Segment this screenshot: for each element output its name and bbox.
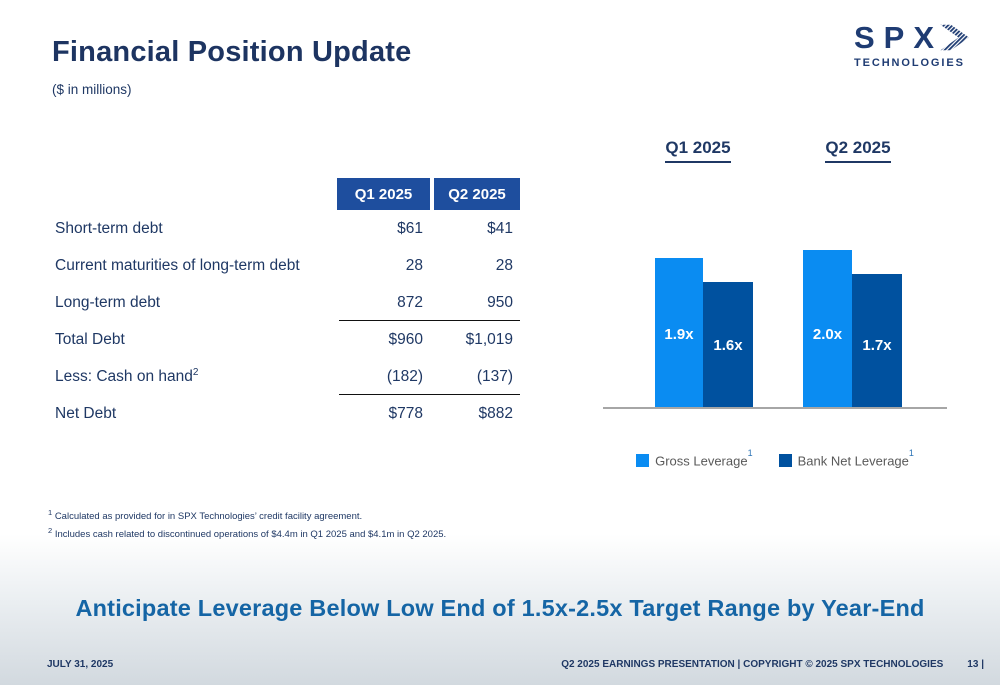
spx-arrow-icon xyxy=(940,24,970,51)
footer-date: JULY 31, 2025 xyxy=(47,658,114,670)
legend-label: Gross Leverage1 xyxy=(655,448,753,469)
footer-page-number: 13 | xyxy=(967,658,984,670)
row-label: Current maturities of long-term debt xyxy=(55,257,300,275)
bar-bank-net-leverage-q1: 1.6x xyxy=(703,281,753,407)
legend-item-bank-net-leverage: Bank Net Leverage1 xyxy=(778,448,914,469)
row-label: Net Debt xyxy=(55,405,117,423)
spx-logo: SPX TECHNOLOGIES xyxy=(854,22,972,69)
row-value-q1: $778 xyxy=(388,404,423,422)
legend-item-gross-leverage: Gross Leverage1 xyxy=(636,448,753,469)
chart-legend: Gross Leverage1 Bank Net Leverage1 xyxy=(603,448,947,469)
table-row: Long-term debt 872 950 xyxy=(55,284,520,321)
table-header-row: Q1 2025 Q2 2025 xyxy=(55,178,520,210)
row-value-q1: 28 xyxy=(405,256,423,274)
legend-swatch-icon xyxy=(778,453,792,467)
table-row-net-debt: Net Debt $778 $882 xyxy=(55,395,520,432)
table-row: Short-term debt $61 $41 xyxy=(55,210,520,247)
row-label: Short-term debt xyxy=(55,220,163,238)
row-value-q2: $882 xyxy=(478,404,513,422)
bar-bank-net-leverage-q2: 1.7x xyxy=(852,273,902,407)
chart-group-title-q1: Q1 2025 xyxy=(638,138,758,163)
table-row-total-debt: Total Debt $960 $1,019 xyxy=(55,321,520,358)
legend-swatch-icon xyxy=(636,453,650,467)
table-row: Less: Cash on hand2 (182) (137) xyxy=(55,358,520,395)
row-value-q2: 950 xyxy=(487,293,513,311)
spx-logo-text: SPX xyxy=(854,20,944,55)
row-value-q2: $41 xyxy=(487,219,513,237)
row-value-q1: 872 xyxy=(397,293,423,311)
page-title: Financial Position Update xyxy=(52,36,412,68)
bar-gross-leverage-q1: 1.9x xyxy=(655,258,703,407)
slide-footer: JULY 31, 2025 Q2 2025 EARNINGS PRESENTAT… xyxy=(47,656,984,672)
chart-plot: 1.9x 1.6x 2.0x 1.7x xyxy=(603,229,947,409)
row-value-q2: (137) xyxy=(476,367,513,385)
row-label: Long-term debt xyxy=(55,294,161,312)
table-row: Current maturities of long-term debt 28 … xyxy=(55,247,520,284)
footnote-1: 1 Calculated as provided for in SPX Tech… xyxy=(48,508,363,523)
footnote-2: 2 Includes cash related to discontinued … xyxy=(48,525,447,540)
legend-label: Bank Net Leverage1 xyxy=(797,448,914,469)
units-subtitle: ($ in millions) xyxy=(52,82,132,97)
row-value-q1: $960 xyxy=(388,330,423,348)
footer-copyright: Q2 2025 EARNINGS PRESENTATION | COPYRIGH… xyxy=(561,658,944,670)
row-label: Less: Cash on hand xyxy=(55,368,193,386)
row-label: Total Debt xyxy=(55,331,125,349)
bar-value-label: 1.7x xyxy=(862,337,892,354)
row-value-q1: (182) xyxy=(386,367,423,385)
financial-table: Q1 2025 Q2 2025 Short-term debt $61 $41 … xyxy=(55,178,520,432)
bar-value-label: 2.0x xyxy=(812,326,843,343)
footnotes: 1 Calculated as provided for in SPX Tech… xyxy=(48,506,446,541)
spx-logo-subtext: TECHNOLOGIES xyxy=(854,57,965,69)
row-value-q1: $61 xyxy=(397,219,423,237)
row-value-q2: 28 xyxy=(495,256,513,274)
chart-group-title-q2: Q2 2025 xyxy=(798,138,918,163)
bar-value-label: 1.9x xyxy=(664,326,694,343)
bar-value-label: 1.6x xyxy=(713,337,743,354)
key-message-banner: Anticipate Leverage Below Low End of 1.5… xyxy=(75,595,925,621)
bar-gross-leverage-q2: 2.0x xyxy=(803,250,852,407)
column-header-q2: Q2 2025 xyxy=(434,178,520,210)
column-header-q1: Q1 2025 xyxy=(337,178,430,210)
row-value-q2: $1,019 xyxy=(465,330,513,348)
